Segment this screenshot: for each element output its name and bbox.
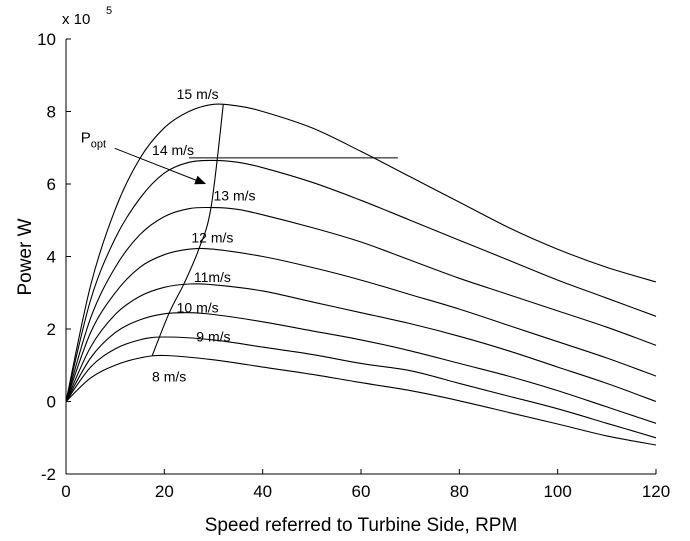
popt-curve <box>151 104 224 357</box>
curve-label: 13 m/s <box>214 187 256 203</box>
y-tick-label: 4 <box>47 248 56 267</box>
popt-arrow-shaft <box>114 147 199 182</box>
power-curves <box>65 103 657 446</box>
x-tick-label: 40 <box>253 482 272 501</box>
y-tick-label: 2 <box>47 320 56 339</box>
y-tick-label: 10 <box>37 30 56 49</box>
power-curve-10ms <box>65 312 657 424</box>
power-curve-8ms <box>65 354 657 446</box>
popt-label: Popt <box>81 129 106 150</box>
power-curve-9ms <box>65 336 657 439</box>
y-tick-label: 6 <box>47 175 56 194</box>
curve-label: 9 m/s <box>196 329 230 345</box>
x-axis-label: Speed referred to Turbine Side, RPM <box>205 515 518 536</box>
curve-labels: 15 m/s 14 m/s 13 m/s 12 m/s 11m/s 10 m/s 9 m/s… <box>152 86 255 385</box>
curve-label: 15 m/s <box>177 86 219 102</box>
y-axis-label: Power W <box>15 218 36 295</box>
x-tick-label: 120 <box>642 482 670 501</box>
x-tick-label: 0 <box>61 482 70 501</box>
curve-label: 12 m/s <box>191 230 233 246</box>
popt-label-main: P <box>81 129 91 146</box>
popt-label-sub: opt <box>91 138 106 150</box>
y-multiplier-base: x 10 <box>62 11 90 28</box>
y-multiplier-exponent: 5 <box>106 5 112 17</box>
curve-label: 14 m/s <box>152 142 194 158</box>
chart-overlays <box>114 104 398 357</box>
power-curve-12ms <box>65 247 657 402</box>
x-tick-label: 80 <box>450 482 469 501</box>
power-curve-11ms <box>65 283 657 403</box>
curve-label: 10 m/s <box>177 300 219 316</box>
x-tick-label: 100 <box>543 482 571 501</box>
y-tick-label: -2 <box>41 465 56 484</box>
x-tick-label: 20 <box>155 482 174 501</box>
x-tick-label: 60 <box>352 482 371 501</box>
power-curve-13ms <box>65 206 657 402</box>
y-tick-label: 8 <box>47 103 56 122</box>
plot-frame <box>65 39 656 475</box>
popt-arrow-head <box>194 175 207 185</box>
y-tick-label: 0 <box>47 393 56 412</box>
power-curve-14ms <box>65 159 657 402</box>
axis-ticks: 0 20 40 60 80 100 120 -2 0 2 4 6 8 10 <box>37 30 670 501</box>
curve-label: 11m/s <box>194 269 231 285</box>
power-curve-15ms <box>65 103 657 402</box>
curve-label: 8 m/s <box>152 369 186 385</box>
